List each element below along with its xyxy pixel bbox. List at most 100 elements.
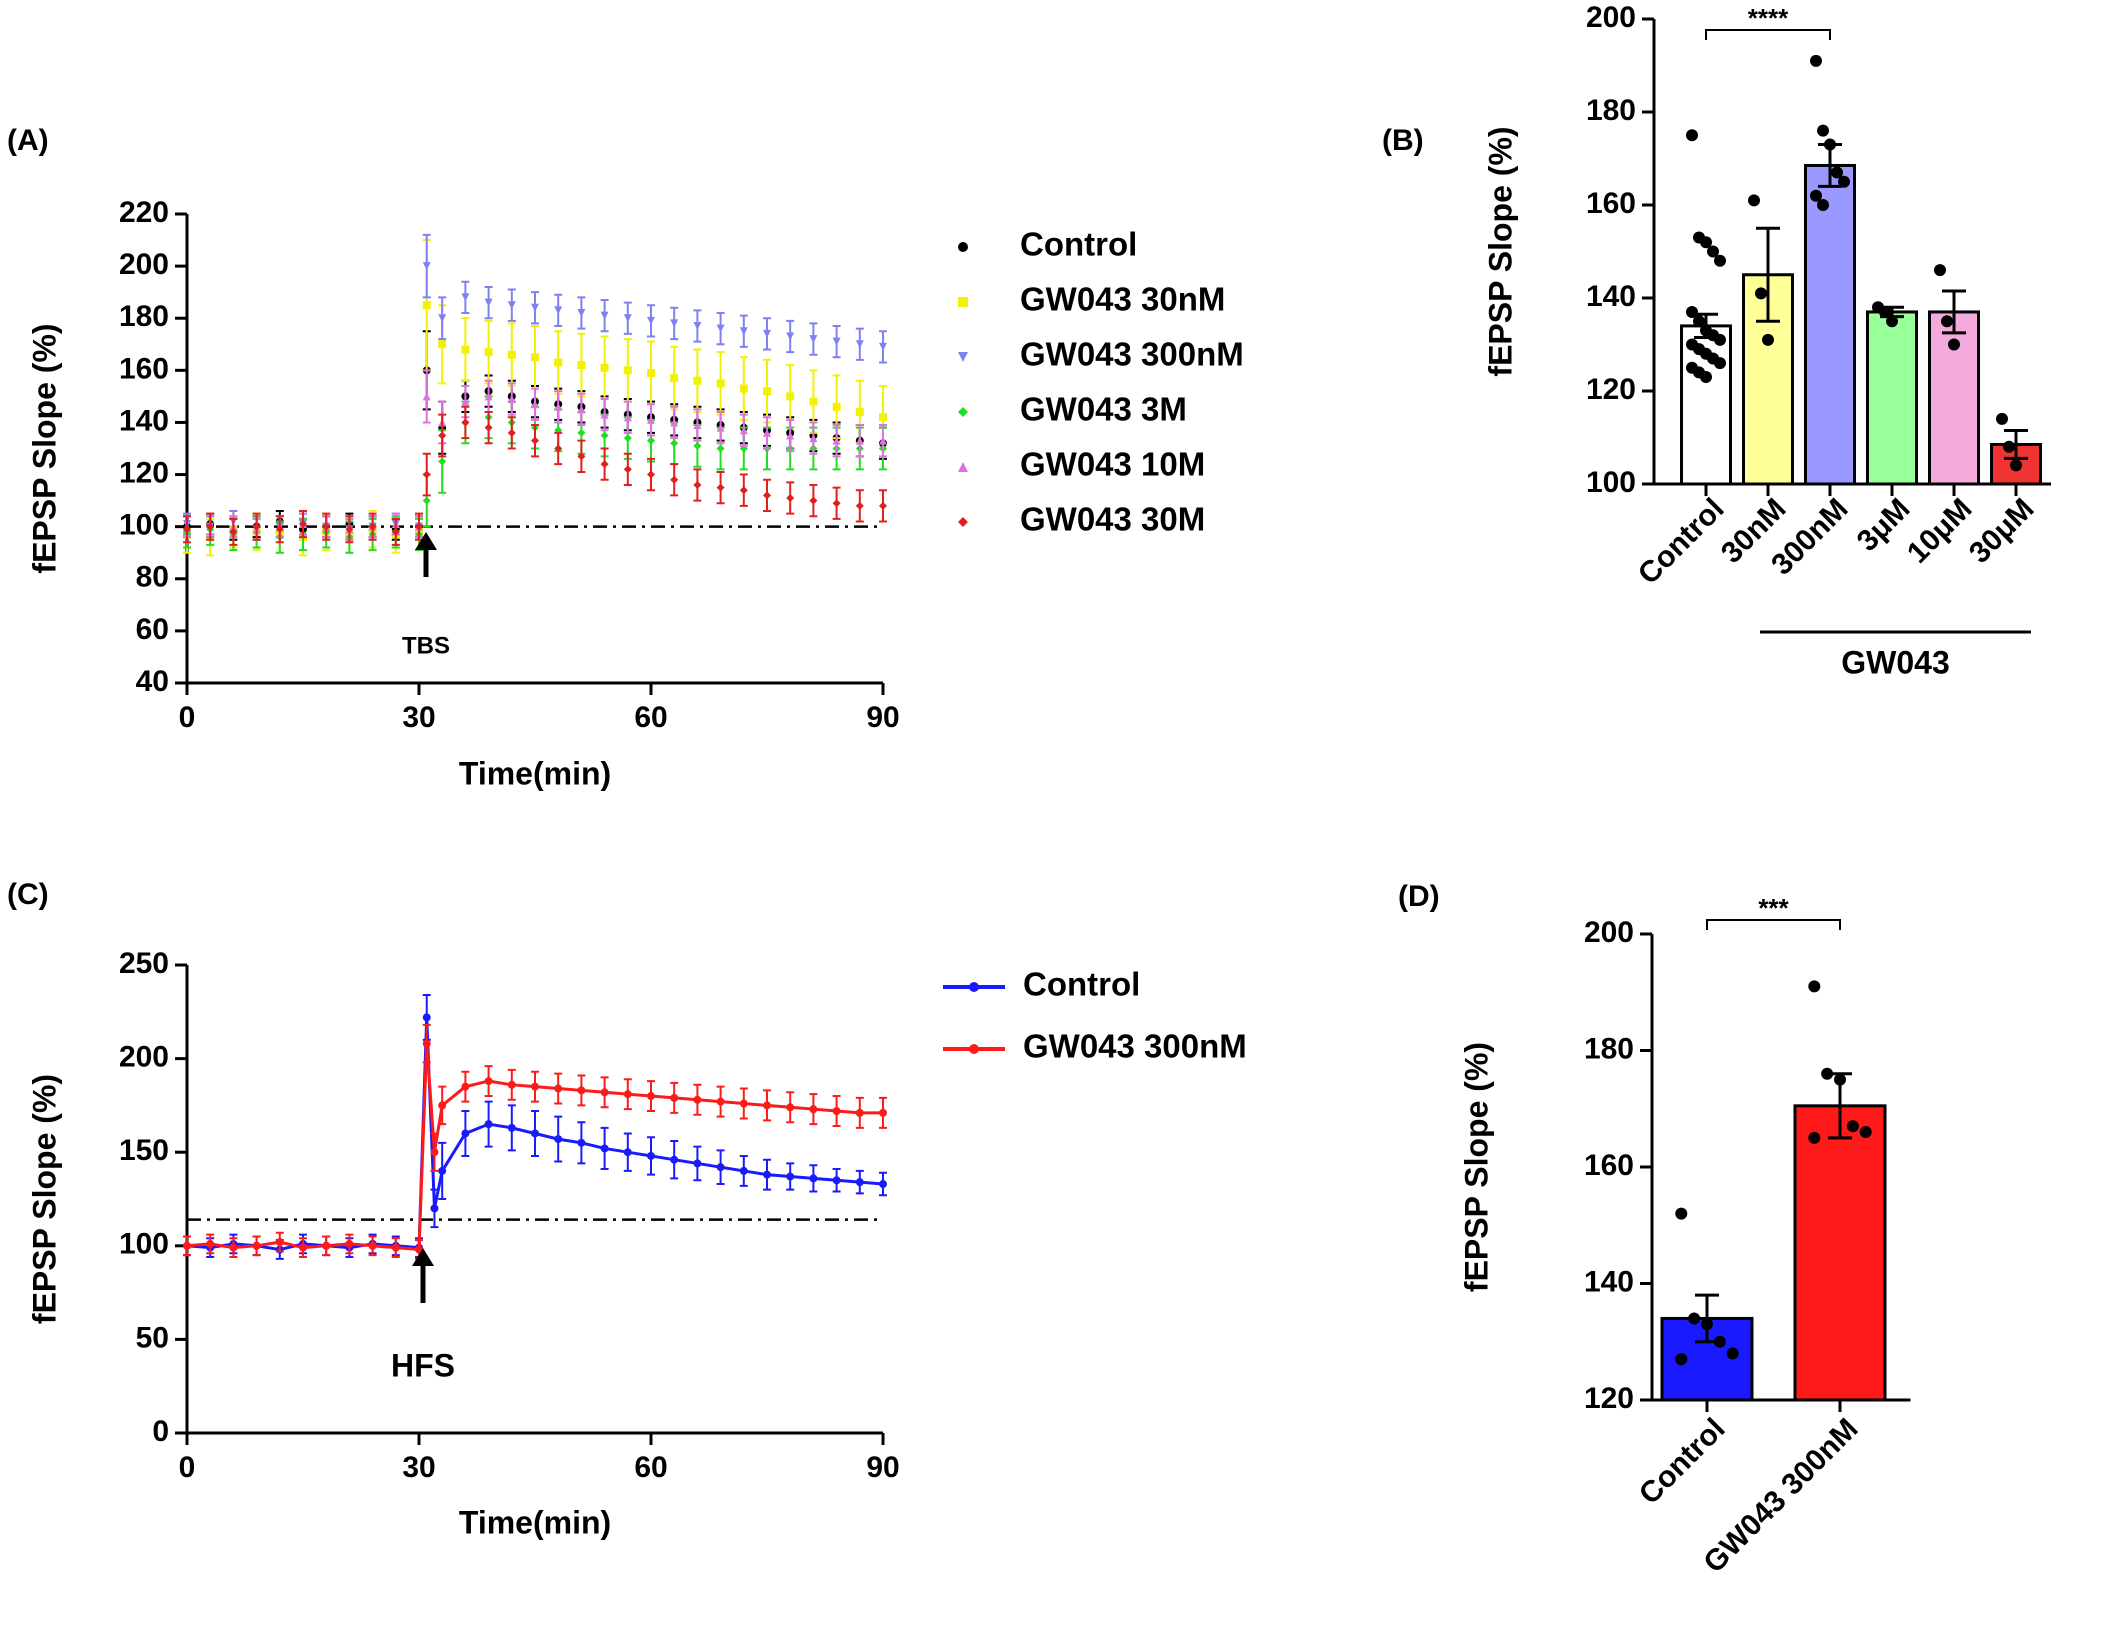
data-point bbox=[2003, 440, 2015, 453]
data-point bbox=[322, 1241, 331, 1250]
data-point bbox=[322, 522, 331, 531]
data-point bbox=[879, 436, 887, 445]
panel-label: (C) bbox=[7, 878, 49, 911]
data-point bbox=[438, 314, 447, 323]
y-axis-title: fEPSP Slope (%) bbox=[1482, 126, 1518, 376]
data-point bbox=[716, 423, 725, 432]
data-point bbox=[531, 1129, 539, 1138]
bar bbox=[1866, 310, 1918, 486]
y-tick-label: 200 bbox=[1586, 1, 1636, 34]
data-point bbox=[855, 436, 864, 445]
data-point bbox=[1675, 1207, 1688, 1220]
x-tick-label: 30μM bbox=[1963, 492, 2041, 570]
data-point bbox=[299, 1243, 307, 1252]
data-point bbox=[422, 262, 431, 271]
data-point bbox=[716, 1163, 725, 1172]
data-point bbox=[647, 1151, 655, 1160]
data-point bbox=[809, 434, 818, 443]
data-point bbox=[438, 1101, 447, 1110]
legend-marker bbox=[969, 982, 979, 992]
data-point bbox=[623, 1148, 632, 1157]
data-point bbox=[484, 348, 493, 357]
data-point bbox=[879, 1108, 887, 1117]
data-point bbox=[855, 340, 864, 349]
data-point bbox=[430, 1148, 439, 1157]
data-point bbox=[809, 397, 818, 406]
y-tick-label: 120 bbox=[1584, 1382, 1634, 1415]
data-point bbox=[206, 522, 215, 531]
data-point bbox=[577, 1086, 586, 1095]
data-point bbox=[647, 415, 655, 424]
data-point bbox=[623, 314, 632, 323]
data-point bbox=[600, 311, 609, 320]
data-point bbox=[623, 366, 632, 375]
data-point bbox=[1700, 371, 1712, 384]
data-point bbox=[1810, 54, 1822, 67]
data-point bbox=[1834, 1073, 1846, 1086]
data-point bbox=[484, 1120, 493, 1129]
data-point bbox=[438, 340, 447, 349]
y-tick-label: 200 bbox=[119, 248, 169, 281]
data-point bbox=[507, 1123, 516, 1132]
data-point bbox=[809, 496, 818, 505]
data-point bbox=[739, 426, 748, 435]
data-point bbox=[577, 309, 586, 318]
x-tick-label: 30 bbox=[402, 701, 435, 734]
y-tick-label: 100 bbox=[1586, 466, 1636, 499]
data-point bbox=[693, 421, 702, 430]
data-point bbox=[554, 1135, 563, 1144]
data-point bbox=[422, 392, 431, 401]
data-point bbox=[693, 376, 702, 385]
data-point bbox=[1859, 1126, 1872, 1139]
data-point bbox=[1846, 1120, 1859, 1133]
y-tick-label: 50 bbox=[136, 1321, 169, 1354]
data-point bbox=[1817, 199, 1829, 211]
data-point bbox=[716, 444, 725, 453]
data-point bbox=[507, 428, 516, 437]
data-point bbox=[554, 1084, 563, 1093]
data-point bbox=[832, 1107, 841, 1116]
data-point bbox=[345, 1239, 354, 1248]
data-point bbox=[623, 434, 632, 443]
data-point bbox=[647, 1092, 655, 1101]
bar bbox=[1804, 163, 1856, 486]
data-point bbox=[1714, 357, 1726, 370]
x-axis-title: Time(min) bbox=[459, 1504, 611, 1540]
data-point bbox=[1879, 305, 1891, 318]
data-point bbox=[716, 379, 725, 388]
data-point bbox=[461, 1082, 470, 1091]
data-point bbox=[577, 405, 586, 414]
data-point bbox=[438, 1166, 447, 1175]
data-point bbox=[422, 1013, 431, 1022]
data-point bbox=[832, 1176, 841, 1185]
data-point bbox=[693, 480, 702, 489]
data-point bbox=[763, 428, 771, 437]
data-point bbox=[670, 1155, 679, 1164]
data-point bbox=[1686, 129, 1698, 142]
data-point bbox=[368, 522, 377, 531]
x-axis-title: Time(min) bbox=[459, 755, 611, 791]
data-point bbox=[600, 460, 609, 469]
data-point bbox=[623, 465, 632, 474]
data-point bbox=[206, 1239, 215, 1248]
data-point bbox=[554, 358, 563, 367]
data-point bbox=[647, 436, 655, 445]
data-point bbox=[670, 374, 679, 383]
y-tick-label: 100 bbox=[119, 509, 169, 542]
data-point bbox=[763, 1170, 771, 1179]
data-point bbox=[1948, 338, 1960, 351]
data-point bbox=[391, 527, 400, 536]
data-point bbox=[855, 1108, 864, 1117]
panel-label: (A) bbox=[7, 124, 49, 157]
data-point bbox=[647, 316, 655, 325]
data-point bbox=[229, 1243, 238, 1252]
data-point bbox=[531, 1082, 539, 1091]
legend-label: GW043 300nM bbox=[1023, 1028, 1247, 1065]
y-tick-label: 160 bbox=[119, 352, 169, 385]
data-point bbox=[1934, 264, 1946, 277]
data-point bbox=[1714, 254, 1726, 267]
data-point bbox=[484, 423, 493, 432]
data-point bbox=[1996, 412, 2008, 425]
data-point bbox=[422, 470, 431, 479]
